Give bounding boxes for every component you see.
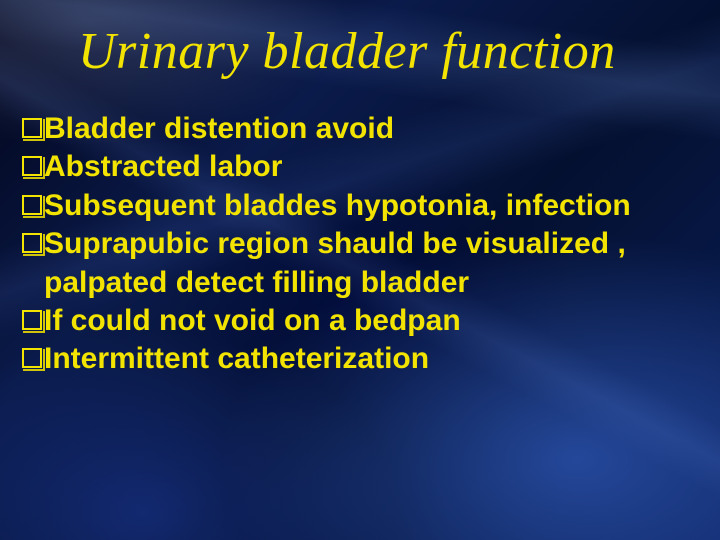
list-item-text: Bladder distention avoid (44, 110, 690, 148)
square-bullet-icon (22, 348, 42, 368)
slide-title: Urinary bladder function (78, 22, 616, 81)
list-item: Abstracted labor (22, 148, 690, 186)
square-bullet-icon (22, 118, 42, 138)
list-item-text: Abstracted labor (44, 148, 690, 186)
list-item: Bladder distention avoid (22, 110, 690, 148)
list-item: If could not void on a bedpan (22, 302, 690, 340)
list-item-text: If could not void on a bedpan (44, 302, 690, 340)
list-item: Suprapubic region shauld be visualized ,… (22, 225, 690, 302)
list-item: Subsequent bladdes hypotonia, infection (22, 187, 690, 225)
bullet-list: Bladder distention avoid Abstracted labo… (22, 110, 690, 379)
list-item-text: Suprapubic region shauld be visualized ,… (44, 225, 690, 302)
list-item-text: Intermittent catheterization (44, 340, 690, 378)
slide: Urinary bladder function Bladder distent… (0, 0, 720, 540)
square-bullet-icon (22, 195, 42, 215)
list-item: Intermittent catheterization (22, 340, 690, 378)
list-item-text: Subsequent bladdes hypotonia, infection (44, 187, 690, 225)
square-bullet-icon (22, 233, 42, 253)
square-bullet-icon (22, 310, 42, 330)
square-bullet-icon (22, 156, 42, 176)
